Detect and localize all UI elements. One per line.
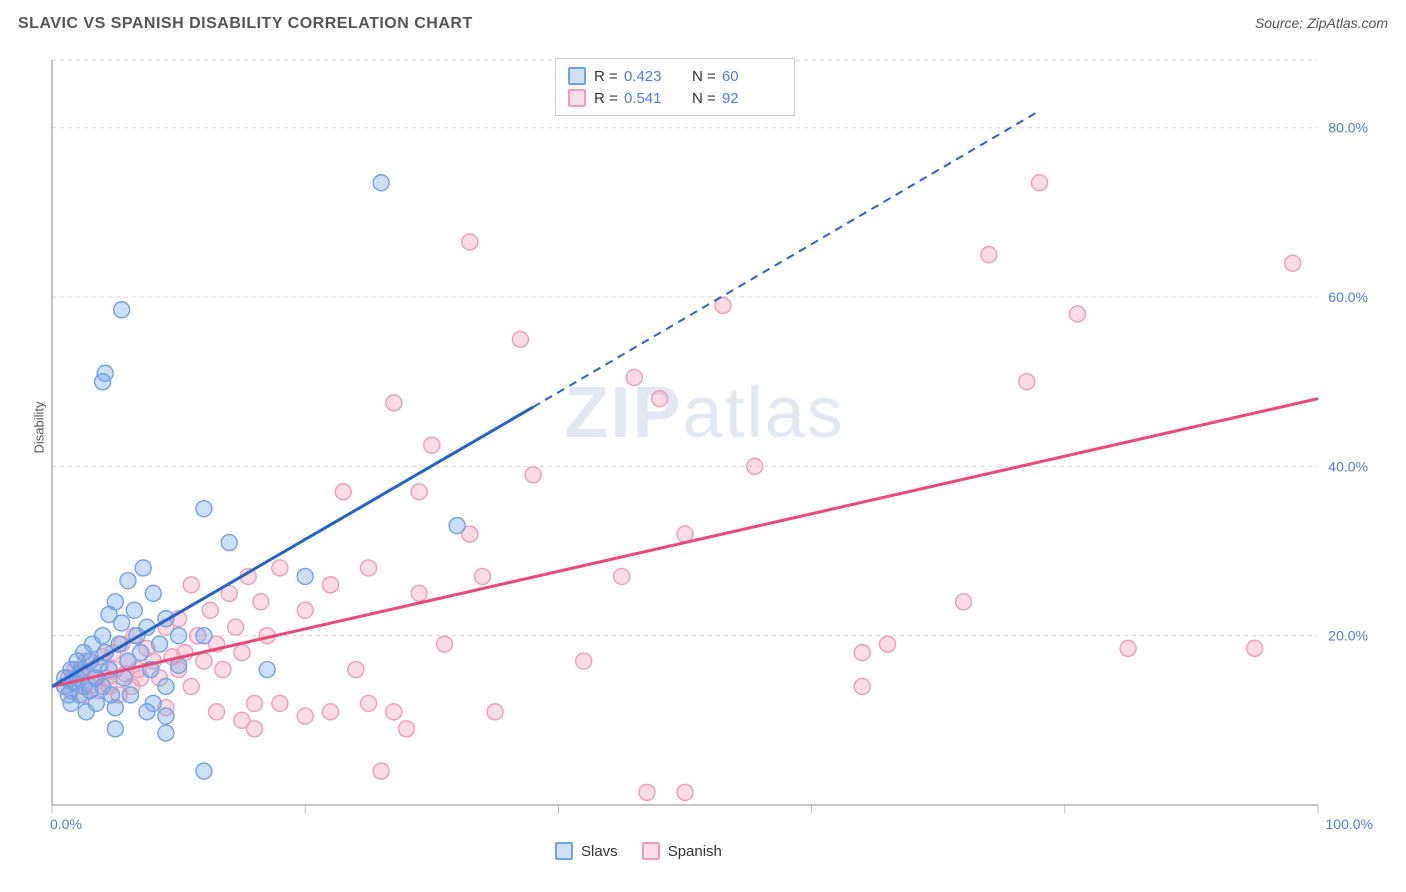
y-axis-label: Disability	[32, 401, 47, 453]
svg-text:60.0%: 60.0%	[1328, 289, 1368, 305]
chart-source: Source: ZipAtlas.com	[1255, 15, 1388, 31]
swatch-spanish-icon	[568, 89, 586, 107]
svg-text:100.0%: 100.0%	[1326, 816, 1373, 832]
stats-row-slavs: R = 0.423 N = 60	[568, 65, 782, 87]
legend-item-slavs: Slavs	[555, 842, 618, 860]
legend-label-spanish: Spanish	[668, 843, 722, 860]
r-value-slavs: 0.423	[624, 68, 662, 85]
r-value-spanish: 0.541	[624, 90, 662, 107]
n-label: N =	[692, 68, 716, 85]
n-label: N =	[692, 90, 716, 107]
chart-title: SLAVIC VS SPANISH DISABILITY CORRELATION…	[18, 15, 473, 33]
chart-svg: 20.0% 40.0% 60.0% 80.0% ZIPatlas 0.0% 100.0%	[48, 55, 1388, 835]
n-value-spanish: 92	[722, 90, 739, 107]
svg-text:20.0%: 20.0%	[1328, 628, 1368, 644]
svg-text:0.0%: 0.0%	[50, 816, 82, 832]
scatter-chart: 20.0% 40.0% 60.0% 80.0% ZIPatlas 0.0% 100.0%	[48, 55, 1388, 835]
n-value-slavs: 60	[722, 68, 739, 85]
chart-header: SLAVIC VS SPANISH DISABILITY CORRELATION…	[18, 15, 1388, 33]
svg-text:ZIPatlas: ZIPatlas	[565, 373, 845, 453]
legend-item-spanish: Spanish	[642, 842, 722, 860]
swatch-slavs-icon	[568, 67, 586, 85]
swatch-slavs-icon	[555, 842, 573, 860]
legend-label-slavs: Slavs	[581, 843, 618, 860]
svg-text:40.0%: 40.0%	[1328, 458, 1368, 474]
stats-row-spanish: R = 0.541 N = 92	[568, 87, 782, 109]
bottom-legend: Slavs Spanish	[555, 842, 722, 860]
r-label: R =	[594, 90, 618, 107]
swatch-spanish-icon	[642, 842, 660, 860]
svg-text:80.0%: 80.0%	[1328, 120, 1368, 136]
stats-legend: R = 0.423 N = 60 R = 0.541 N = 92	[555, 58, 795, 116]
r-label: R =	[594, 68, 618, 85]
